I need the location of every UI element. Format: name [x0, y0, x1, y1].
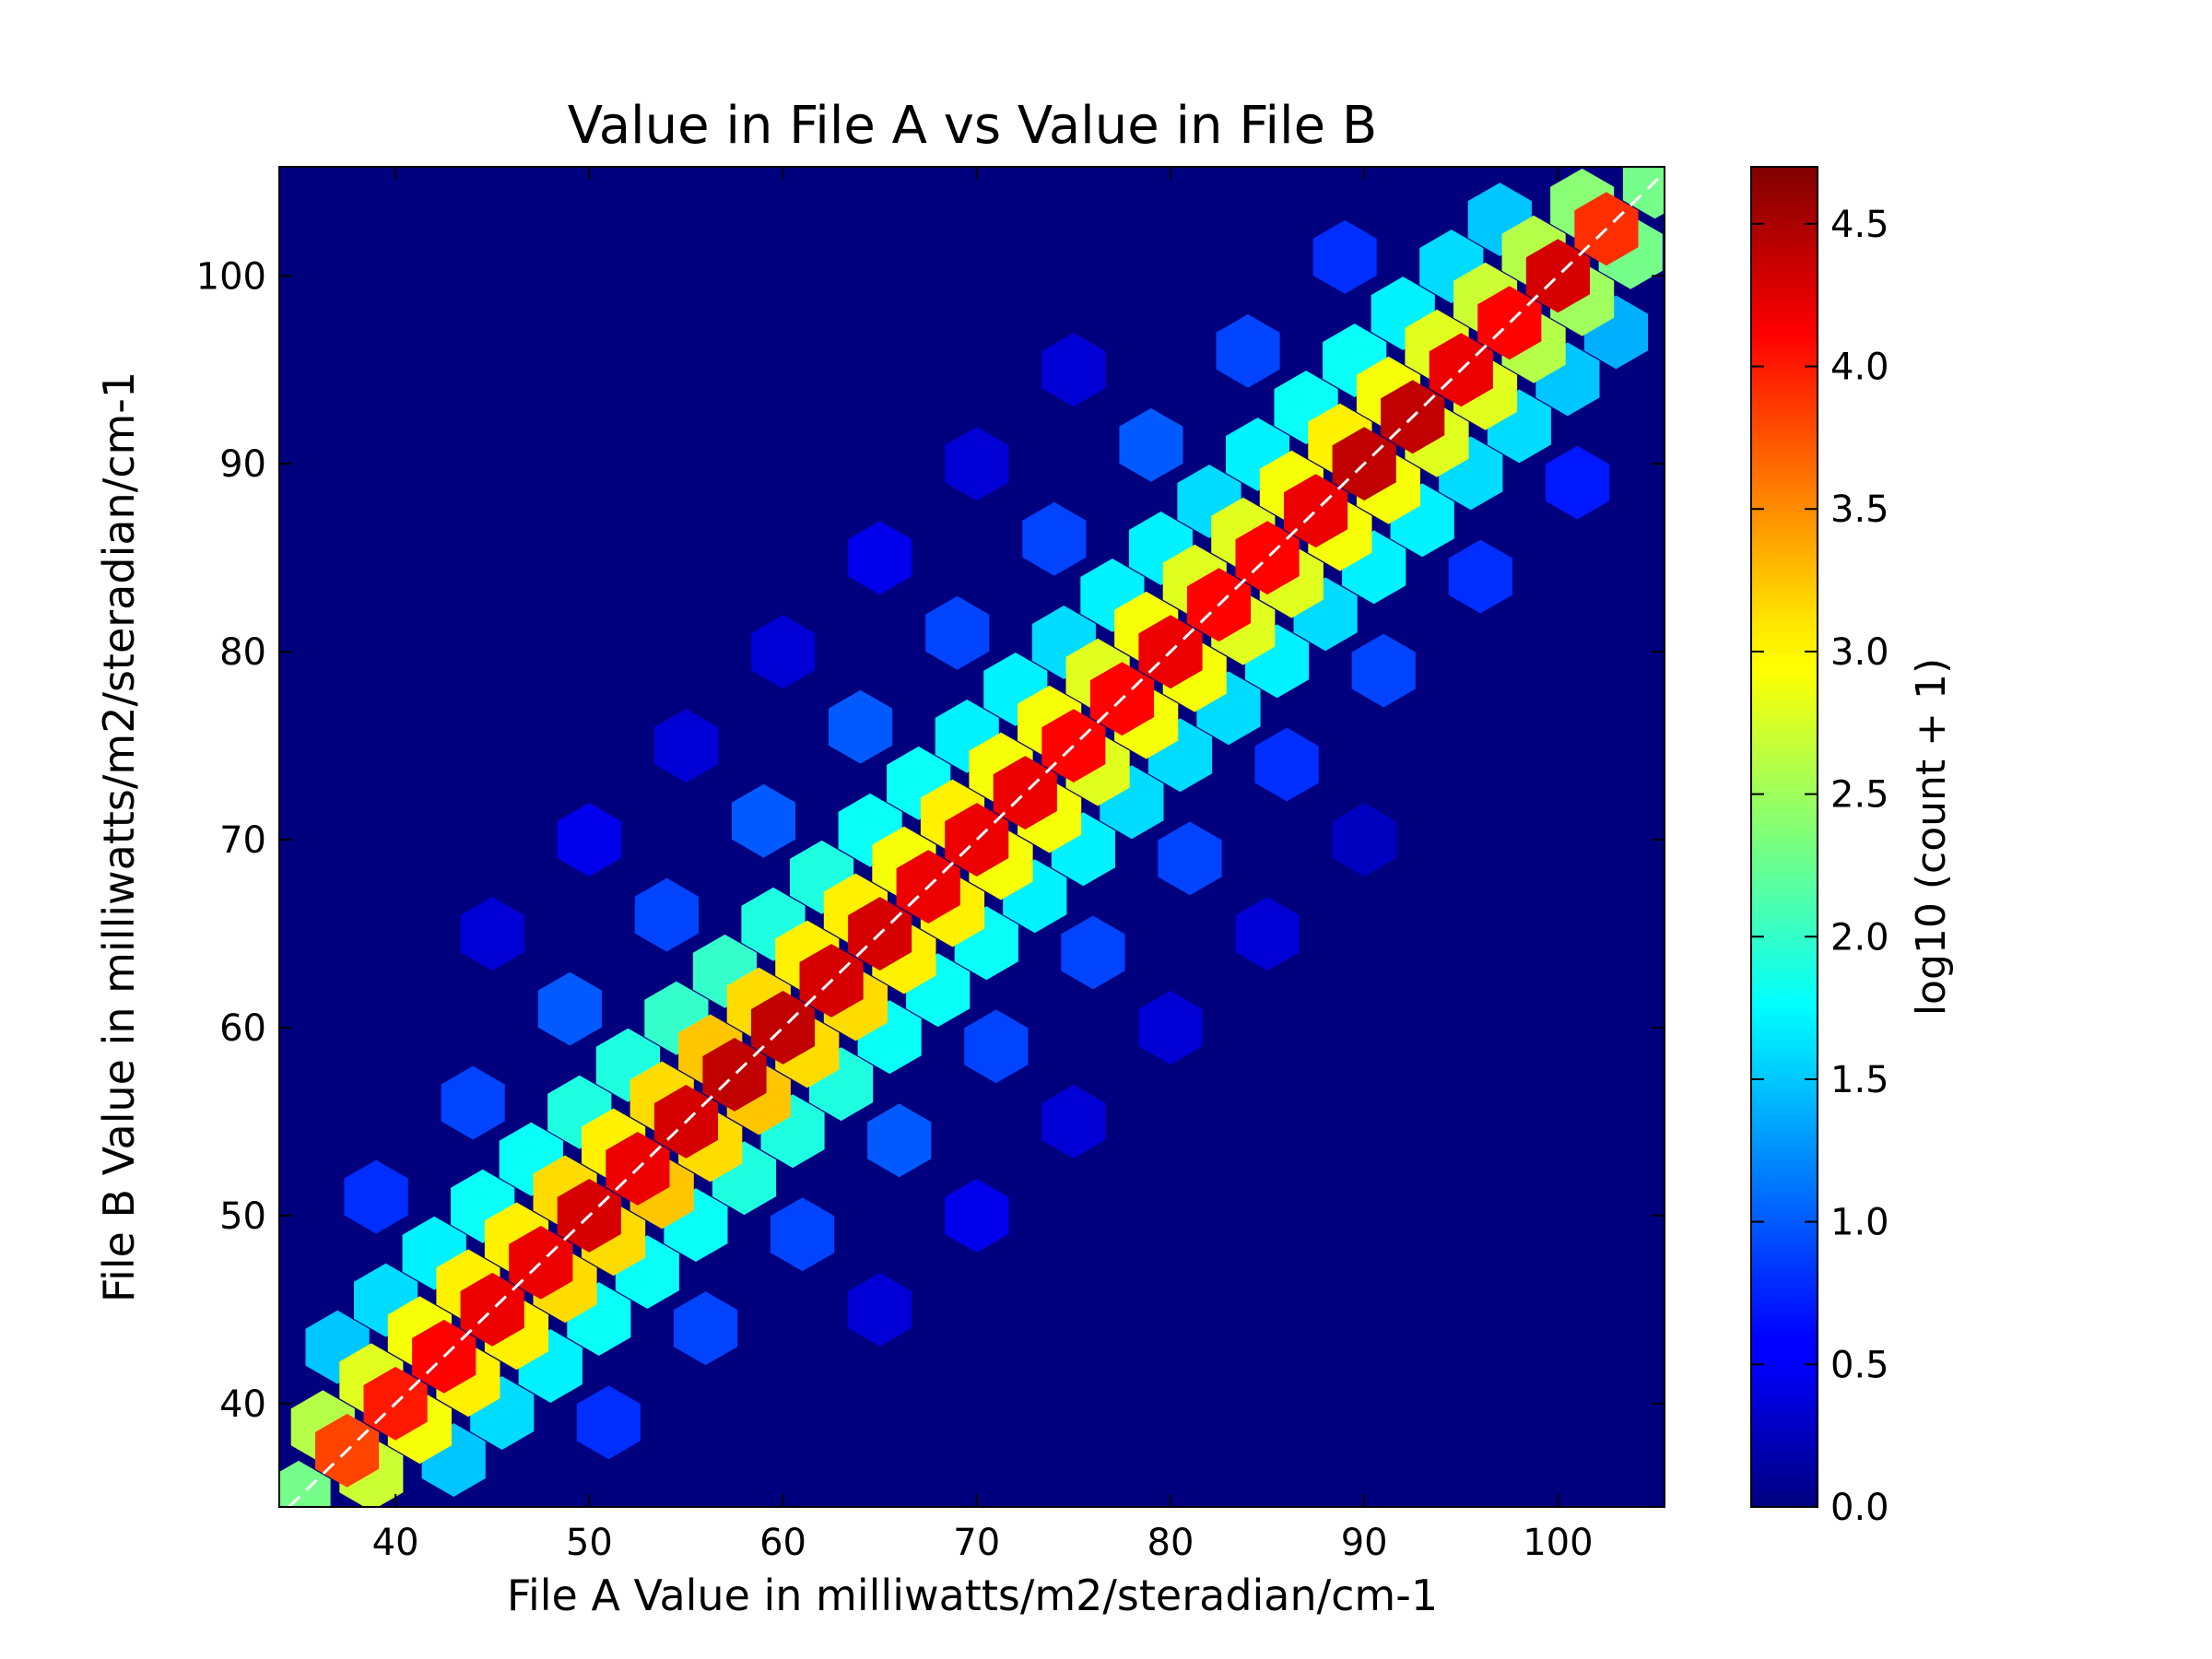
- hex-cell: [1041, 709, 1106, 782]
- chart-title: Value in File A vs Value in File B: [568, 96, 1378, 156]
- hex-cell: [1254, 727, 1319, 802]
- hex-cell: [1235, 521, 1300, 595]
- hex-cell: [867, 1103, 932, 1178]
- y-tick-label: 100: [196, 255, 266, 298]
- hex-cell: [1235, 897, 1300, 971]
- hex-cell: [1545, 445, 1609, 520]
- hex-cell: [576, 1385, 641, 1460]
- hex-cell: [557, 803, 621, 877]
- hex-cell: [925, 595, 990, 670]
- x-tick-label: 90: [1341, 1522, 1388, 1564]
- hex-cell: [751, 991, 816, 1065]
- y-tick-label: 50: [219, 1195, 266, 1238]
- hex-cell: [1312, 219, 1377, 294]
- colorbar-label: log10 (count + 1): [1908, 658, 1955, 1016]
- y-tick-label: 70: [219, 819, 266, 862]
- hex-cell: [1022, 501, 1087, 576]
- hex-cell: [1041, 1085, 1106, 1159]
- x-tick-label: 60: [759, 1522, 806, 1564]
- hex-cell: [945, 803, 1009, 877]
- hex-cell: [1448, 539, 1512, 614]
- hex-cell: [1041, 333, 1106, 407]
- plot-frame: [278, 166, 1665, 1508]
- hex-cell: [731, 783, 796, 858]
- hex-cell: [848, 521, 912, 595]
- hex-cell: [460, 1272, 524, 1347]
- x-tick-label: 100: [1523, 1522, 1593, 1564]
- x-tick-label: 50: [566, 1522, 613, 1564]
- hex-cell: [344, 1159, 408, 1234]
- hex-cell: [653, 709, 718, 782]
- colorbar-tick-label: 2.0: [1830, 916, 1889, 959]
- hex-cell: [1351, 633, 1416, 708]
- hexbin-layer: [279, 167, 1665, 1507]
- hex-cell: [1284, 474, 1348, 548]
- hex-cell: [964, 1009, 1029, 1084]
- hex-cell: [1525, 239, 1590, 313]
- colorbar-tick-label: 0.5: [1830, 1344, 1889, 1386]
- x-axis-label: File A Value in milliwatts/m2/steradian/…: [507, 1571, 1438, 1620]
- y-tick-label: 90: [219, 443, 266, 486]
- hex-cell: [1061, 915, 1125, 990]
- x-tick-label: 80: [1147, 1522, 1194, 1564]
- colorbar-tick-label: 1.0: [1830, 1202, 1889, 1244]
- colorbar-tick-label: 4.0: [1830, 347, 1889, 389]
- colorbar: [1750, 166, 1818, 1508]
- hex-cell: [460, 897, 524, 971]
- y-tick-label: 40: [219, 1383, 266, 1426]
- hex-cell: [1158, 821, 1222, 896]
- hex-cell: [945, 1179, 1009, 1253]
- colorbar-tick-label: 2.5: [1830, 774, 1889, 817]
- hex-cell: [1138, 991, 1203, 1065]
- identity-line: [288, 171, 1665, 1507]
- colorbar-tick-label: 4.5: [1830, 204, 1889, 246]
- y-axis-label: File B Value in milliwatts/m2/steradian/…: [94, 371, 144, 1302]
- hex-cell: [1477, 286, 1542, 360]
- axes: 40 50 60 70 80 90 100 40 50 60 70 80 90 100: [196, 167, 1665, 1564]
- hex-cell: [1622, 167, 1665, 219]
- hex-cell: [829, 689, 893, 764]
- y-tick-label: 80: [219, 631, 266, 674]
- hex-cell: [1216, 313, 1280, 388]
- y-tick-label: 60: [219, 1007, 266, 1050]
- colorbar-tick-label: 0.0: [1830, 1487, 1889, 1529]
- hex-cell: [771, 1197, 835, 1272]
- hex-cell: [634, 877, 699, 952]
- hex-cell: [537, 971, 602, 1046]
- colorbar-tick-label: 1.5: [1830, 1059, 1889, 1101]
- hex-cell: [702, 1038, 767, 1112]
- hex-cell: [751, 615, 816, 689]
- hex-cell: [848, 1272, 912, 1347]
- colorbar-tick-label: 3.0: [1830, 631, 1889, 674]
- hex-cell: [509, 1226, 573, 1300]
- hex-cell: [1119, 407, 1183, 482]
- colorbar-tick-label: 3.5: [1830, 488, 1889, 531]
- hex-cell: [1332, 803, 1396, 877]
- hex-cell: [945, 427, 1009, 501]
- x-tick-label: 40: [372, 1522, 419, 1564]
- hex-cell: [279, 1460, 331, 1507]
- hex-cell: [993, 756, 1057, 830]
- x-tick-label: 70: [953, 1522, 1000, 1564]
- hex-cell: [441, 1065, 505, 1140]
- hex-cell: [673, 1291, 738, 1366]
